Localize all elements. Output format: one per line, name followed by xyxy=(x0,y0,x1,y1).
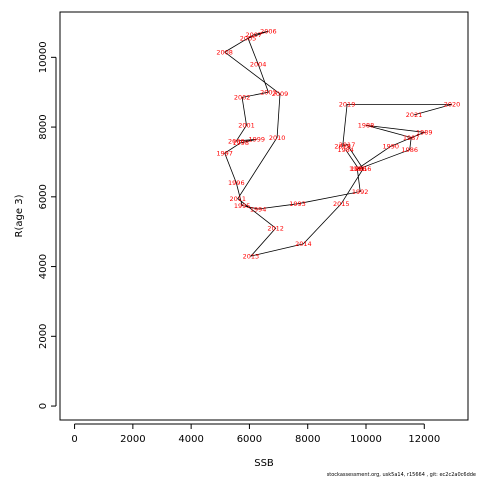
x-tick-label: 0 xyxy=(71,434,77,445)
year-label: 2000 xyxy=(228,137,245,145)
year-label: 1993 xyxy=(289,200,306,208)
x-axis-title: SSB xyxy=(254,458,274,469)
year-label: 2003 xyxy=(260,89,277,97)
year-label: 2018 xyxy=(334,143,351,151)
year-label: 2021 xyxy=(406,111,423,119)
plot-frame xyxy=(59,11,469,421)
y-tick-label: 2000 xyxy=(38,324,49,349)
series-path xyxy=(223,30,453,257)
year-label: 1984 xyxy=(337,146,354,154)
year-label: 2008 xyxy=(216,48,233,56)
year-label: 2014 xyxy=(295,240,312,248)
footer-credit: stockassessment.org, usk5a14, r15664 , g… xyxy=(326,472,476,478)
year-label: 1992 xyxy=(352,188,369,196)
year-label: 1997 xyxy=(216,150,233,158)
year-label: 2011 xyxy=(229,195,246,203)
year-label: 2020 xyxy=(444,101,461,109)
point-labels: 1984 1985 1986 1987 1988 1989 1990 1991 1992 1993… xyxy=(216,27,460,260)
year-label: 1991 xyxy=(349,165,366,173)
x-axis: 0 2000 4000 6000 8000 10000 12000 xyxy=(71,423,440,445)
year-label: 1988 xyxy=(358,122,375,130)
sr-trajectory-line xyxy=(223,30,453,257)
year-label: 2012 xyxy=(267,225,284,233)
y-tick-label: 0 xyxy=(38,403,49,409)
y-axis-title: R(age 3) xyxy=(14,194,25,237)
year-label: 2006 xyxy=(260,27,277,35)
year-label: 2001 xyxy=(238,122,255,130)
year-label: 2004 xyxy=(250,61,267,69)
y-tick-label: 4000 xyxy=(38,254,49,279)
y-axis: 0 2000 4000 6000 8000 10000 xyxy=(38,41,57,409)
x-tick-label: 6000 xyxy=(237,434,262,445)
year-label: 1989 xyxy=(416,129,433,137)
x-tick-label: 8000 xyxy=(295,434,320,445)
year-label: 2013 xyxy=(243,252,260,260)
year-label: 1999 xyxy=(248,136,265,144)
year-label: 1994 xyxy=(250,205,267,213)
year-label: 2019 xyxy=(339,101,356,109)
year-label: 1998 xyxy=(232,139,249,147)
x-tick-label: 4000 xyxy=(178,434,203,445)
year-label: 1987 xyxy=(403,134,420,142)
year-label: 1990 xyxy=(382,143,399,151)
year-label: 2002 xyxy=(234,94,251,102)
y-tick-label: 8000 xyxy=(38,114,49,139)
x-tick-label: 2000 xyxy=(120,434,145,445)
x-tick-label: 12000 xyxy=(408,434,440,445)
year-label: 1996 xyxy=(228,179,245,187)
year-label: 2017 xyxy=(339,141,356,149)
year-label: 1995 xyxy=(234,202,251,210)
x-tick-label: 10000 xyxy=(350,434,382,445)
year-label: 2016 xyxy=(355,165,372,173)
year-label: 1986 xyxy=(401,146,418,154)
year-label: 1985 xyxy=(350,165,367,173)
y-tick-label: 6000 xyxy=(38,184,49,209)
year-label: 2010 xyxy=(269,134,286,142)
y-tick-label: 10000 xyxy=(38,41,49,73)
year-label: 2009 xyxy=(272,90,289,98)
year-label: 2015 xyxy=(333,200,350,208)
year-label: 2007 xyxy=(246,31,263,39)
year-label: 2005 xyxy=(240,34,257,42)
